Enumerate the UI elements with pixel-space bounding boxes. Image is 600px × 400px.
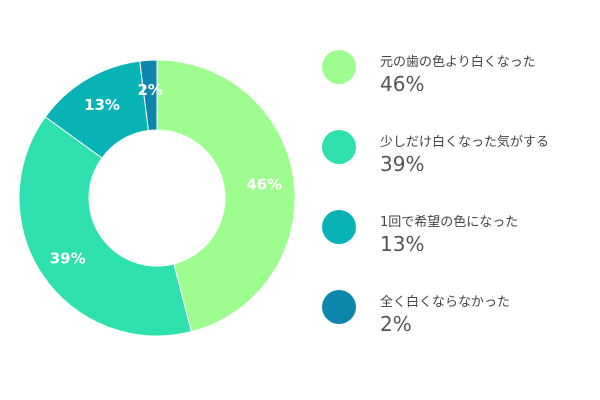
legend-swatch-1 — [322, 130, 356, 164]
legend-swatch-2 — [322, 210, 356, 244]
legend-value-1: 39% — [380, 152, 425, 176]
legend-label-1: 少しだけ白くなった気がする — [380, 135, 550, 150]
legend-label-3: 全く白くならなかった — [380, 295, 511, 310]
legend-label-2: 1回で希望の色になった — [380, 215, 519, 230]
legend-value-3: 2% — [380, 312, 412, 336]
legend-label-0: 元の歯の色より白くなった — [380, 55, 536, 70]
slice-value-label-3: 2% — [137, 81, 162, 99]
legend-value-2: 13% — [380, 232, 425, 256]
slice-value-label-1: 39% — [50, 250, 86, 268]
legend-swatch-0 — [322, 50, 356, 84]
legend-item-3: 全く白くならなかった 2% — [318, 280, 588, 340]
slice-value-label-0: 46% — [246, 175, 282, 193]
legend-item-0: 元の歯の色より白くなった 46% — [318, 40, 588, 100]
legend-item-1: 少しだけ白くなった気がする 39% — [318, 120, 588, 180]
donut-slice-1 — [18, 116, 192, 337]
donut-slice-3 — [139, 59, 158, 132]
donut-slice-0 — [156, 59, 296, 333]
legend-value-0: 46% — [380, 72, 425, 96]
slice-value-label-2: 13% — [84, 96, 120, 114]
legend-swatch-3 — [322, 290, 356, 324]
legend-item-2: 1回で希望の色になった 13% — [318, 200, 588, 260]
